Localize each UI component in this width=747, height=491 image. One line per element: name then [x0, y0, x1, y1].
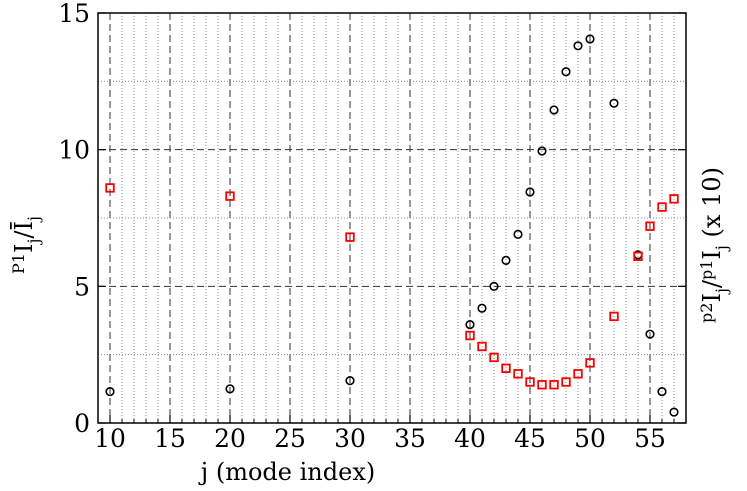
x-tick-label: 35	[394, 424, 426, 453]
plot-frame	[97, 12, 687, 424]
point-square	[657, 202, 667, 212]
point-square	[669, 194, 679, 204]
y-left-slash: /	[10, 230, 38, 239]
x-tick-label: 15	[154, 424, 186, 453]
y-left-bar: Ī	[10, 221, 38, 230]
point-circle	[573, 41, 583, 51]
point-square	[477, 341, 487, 352]
point-square	[225, 191, 235, 201]
point-circle	[525, 187, 535, 197]
point-circle	[225, 384, 235, 394]
y-tick-label: 5	[74, 272, 90, 301]
point-square	[525, 377, 535, 387]
point-circle	[501, 255, 511, 265]
point-circle	[345, 376, 355, 386]
x-tick-label: 20	[214, 424, 246, 453]
y-right-main1: I	[698, 293, 726, 302]
x-tick-label: 55	[634, 424, 666, 453]
point-circle	[513, 229, 523, 239]
point-circle	[477, 303, 487, 313]
y-tick-label: 15	[58, 0, 90, 28]
point-square	[573, 369, 583, 379]
point-square	[633, 251, 643, 261]
svg-text:p2Ij/p1Ij (x 10): p2Ij/p1Ij (x 10)	[697, 167, 731, 323]
y-left-main: I	[10, 244, 38, 253]
x-tick-label: 45	[514, 424, 546, 453]
point-square	[489, 352, 499, 363]
point-circle	[645, 329, 655, 339]
point-circle	[585, 34, 595, 44]
y-right-sub2: j	[712, 245, 731, 252]
grid	[97, 12, 687, 424]
point-square	[513, 369, 523, 379]
point-circle	[465, 320, 475, 330]
y-axis-label-right: p2Ij/p1Ij (x 10)	[697, 167, 731, 323]
point-square	[645, 221, 655, 231]
point-square	[609, 311, 619, 322]
point-square	[105, 183, 115, 193]
point-circle	[609, 98, 619, 108]
y-right-prefix2: p1	[697, 260, 716, 280]
x-tick-label: 25	[274, 424, 306, 453]
x-axis-label: j (mode index)	[198, 458, 375, 486]
x-tick-label: 50	[574, 424, 606, 453]
point-square	[549, 380, 559, 390]
y-left-sub2: j	[24, 216, 43, 223]
x-tick-label: 30	[334, 424, 366, 453]
point-square	[465, 330, 475, 341]
ticks: 10 15 20 25 30 35 40 45 50 55 0 5 10 15	[58, 0, 687, 453]
point-circle	[561, 67, 571, 77]
point-circle	[537, 146, 547, 156]
y-right-prefix1: p2	[697, 303, 716, 323]
point-square	[501, 363, 511, 374]
point-square	[585, 358, 595, 368]
point-circle	[105, 386, 115, 397]
y-right-suffix: (x 10)	[698, 167, 726, 245]
y-axis-label-left: P1Ij/Īj	[9, 216, 43, 274]
y-tick-label: 0	[74, 409, 90, 438]
y-left-sub1: j	[24, 239, 43, 246]
y-right-main2: I	[698, 250, 726, 259]
y-right-slash: /	[698, 279, 726, 288]
y-right-sub1: j	[712, 288, 731, 295]
y-left-prefix: P1	[9, 253, 28, 274]
data-points	[105, 34, 679, 417]
point-circle	[549, 105, 559, 115]
x-tick-label: 40	[454, 424, 486, 453]
point-square	[561, 377, 571, 387]
point-square	[345, 232, 355, 242]
point-circle	[657, 386, 667, 397]
point-circle	[489, 281, 499, 291]
y-tick-label: 10	[58, 136, 90, 165]
svg-text:P1Ij/Īj: P1Ij/Īj	[9, 216, 43, 274]
point-square	[537, 380, 547, 390]
point-circle	[669, 407, 679, 417]
x-tick-label: 10	[94, 424, 126, 453]
